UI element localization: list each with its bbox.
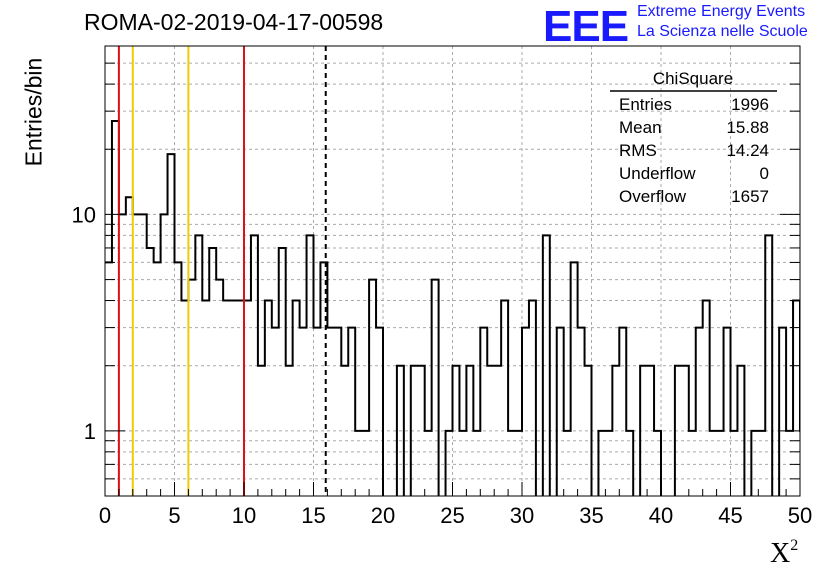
stats-value-mean: 15.88	[726, 118, 769, 137]
x-tick-label: 10	[232, 503, 256, 528]
x-tick-label: 0	[99, 503, 111, 528]
x-tick-label: 20	[371, 503, 395, 528]
y-tick-label: 1	[84, 419, 96, 444]
stats-label-entries: Entries	[619, 95, 672, 114]
y-tick-label: 10	[72, 202, 96, 227]
histogram-layer	[105, 120, 800, 496]
x-tick-label: 25	[440, 503, 464, 528]
x-tick-label: 15	[301, 503, 325, 528]
org-name-line1: Extreme Energy Events	[637, 3, 806, 20]
chart-title: ROMA-02-2019-04-17-00598	[84, 9, 384, 35]
eee-logo: EEE	[543, 2, 629, 51]
histogram-series	[105, 120, 800, 496]
stats-box: ChiSquare Entries 1996 Mean 15.88 RMS 14.24 Und…	[610, 69, 777, 206]
x-tick-label: 40	[649, 503, 673, 528]
x-tick-label: 45	[718, 503, 742, 528]
stats-label-underflow: Underflow	[619, 164, 696, 183]
x-tick-label: 35	[579, 503, 603, 528]
marker-lines	[117, 46, 327, 496]
x-axis-label: X2	[770, 537, 798, 570]
stats-label-rms: RMS	[619, 141, 657, 160]
x-tick-label: 30	[510, 503, 534, 528]
stats-value-rms: 14.24	[726, 141, 769, 160]
org-name-line2: La Scienza nelle Scuole	[637, 23, 808, 40]
stats-value-underflow: 0	[760, 164, 769, 183]
x-axis-label-base: X	[770, 538, 791, 569]
x-tick-label: 50	[788, 503, 812, 528]
x-axis-label-sup: 2	[790, 537, 799, 554]
stats-value-entries: 1996	[731, 95, 769, 114]
stats-label-overflow: Overflow	[619, 187, 687, 206]
axis-ticks: 0 5 10 15 20 25 30 35 40 45 50 1 10	[72, 45, 812, 528]
stats-value-overflow: 1657	[731, 187, 769, 206]
stats-box-title: ChiSquare	[653, 69, 733, 88]
stats-label-mean: Mean	[619, 118, 662, 137]
x-tick-label: 5	[168, 503, 180, 528]
